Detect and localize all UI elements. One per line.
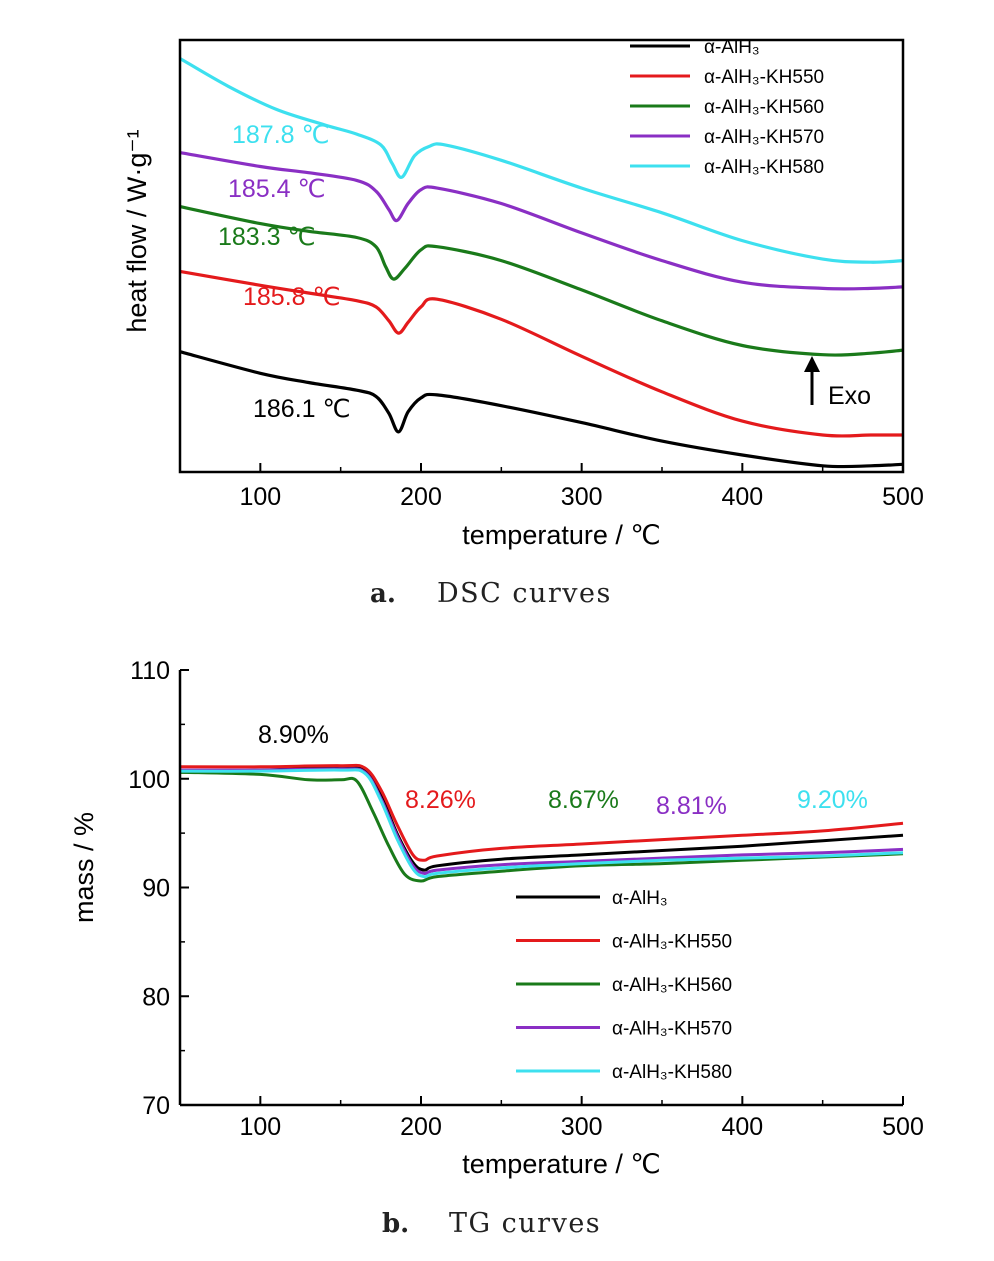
tg-legend-label: α-AlH₃-KH560 [612,975,732,996]
tg-x-axis-label: temperature / ℃ [462,1149,660,1179]
exo-arrow-head [804,356,820,372]
tg-y-tick-label: 110 [130,657,170,685]
tg-x-tick-label: 200 [400,1113,442,1141]
caption-text-b: TG curves [449,1208,601,1239]
tg-chart: 70 80 90 100 110 100 200 300 400 500 temperature /… [69,657,924,1239]
dsc-legend-label: α-AlH₃-KH570 [704,127,824,148]
dsc-series-line [179,205,904,357]
dsc-x-tick-label: 400 [721,483,763,511]
dsc-x-tick-label: 500 [882,483,924,511]
dsc-series-line [179,57,904,264]
dsc-chart: 100 200 300 400 500 temperature / ℃ heat flow … [122,37,924,609]
tg-legend-label: α-AlH₃-KH550 [612,932,732,953]
dsc-legend-label: α-AlH₃-KH550 [704,67,824,88]
dsc-y-axis-label: heat flow / W·g⁻¹ [122,129,152,332]
dsc-legend-label: α-AlH₃ [704,37,760,58]
dsc-peak-label: 186.1 ℃ [253,395,351,423]
dsc-series-line [179,151,904,291]
dsc-x-tick-label: 200 [400,483,442,511]
dsc-legend-label: α-AlH₃-KH580 [704,157,824,178]
tg-legend-label: α-AlH₃-KH570 [612,1019,732,1040]
dsc-series-line [179,269,903,438]
tg-x-tick-label: 100 [239,1113,281,1141]
tg-mass-loss-label: 9.20% [797,786,868,814]
tg-series-line [179,768,904,879]
dsc-legend-label: α-AlH₃-KH560 [704,97,824,118]
dsc-x-tick-label: 100 [239,483,281,511]
caption-text-a: DSC curves [437,578,612,609]
tg-mass-loss-label: 8.26% [405,786,476,814]
caption-letter-a: a. [370,579,396,609]
tg-legend-label: α-AlH₃ [612,888,668,909]
dsc-peak-label: 185.8 ℃ [243,283,341,311]
tg-y-axis-label: mass / % [69,812,99,923]
tg-x-tick-label: 400 [721,1113,763,1141]
dsc-plot-frame [178,38,905,474]
tg-y-tick-label: 70 [142,1092,170,1120]
tg-mass-loss-label: 8.67% [548,786,619,814]
exo-label: Exo [828,382,871,410]
tg-legend-label: α-AlH₃-KH580 [612,1062,732,1083]
tg-y-tick-label: 80 [142,983,170,1011]
tg-y-tick-label: 90 [142,875,170,903]
dsc-peak-label: 187.8 ℃ [232,121,330,149]
dsc-x-axis-label: temperature / ℃ [462,520,660,550]
tg-mass-loss-label: 8.90% [258,721,329,749]
dsc-peak-label: 183.3 ℃ [218,223,316,251]
dsc-x-tick-label: 300 [561,483,603,511]
dsc-series-line [179,350,904,469]
tg-series-line [179,770,904,883]
tg-x-tick-label: 300 [561,1113,603,1141]
dsc-peak-label: 185.4 ℃ [228,175,326,203]
tg-series-line [179,763,904,862]
tg-x-tick-label: 500 [882,1113,924,1141]
caption-letter-b: b. [382,1209,409,1239]
tg-y-tick-label: 100 [128,766,170,794]
tg-mass-loss-label: 8.81% [656,792,727,820]
